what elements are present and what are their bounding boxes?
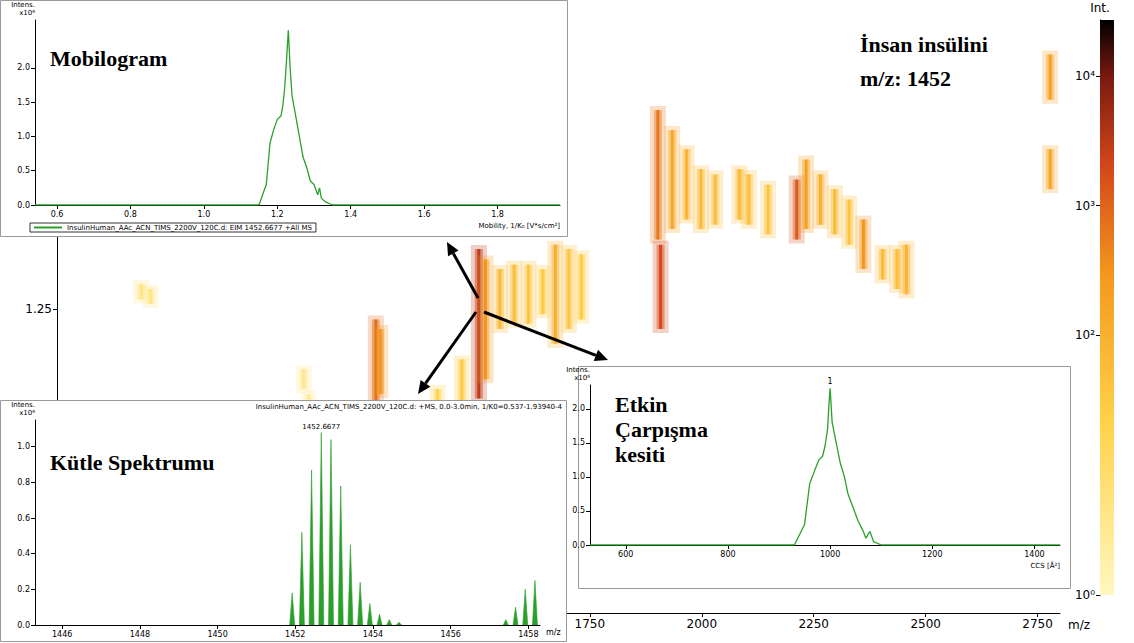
svg-text:1448: 1448 xyxy=(130,630,150,639)
svg-text:1.0: 1.0 xyxy=(198,210,211,219)
svg-text:1.25: 1.25 xyxy=(25,302,52,316)
svg-text:0.6: 0.6 xyxy=(51,210,64,219)
svg-text:InsulinHuman_AAc_ACN_TIMS_2200: InsulinHuman_AAc_ACN_TIMS_2200V_120C.d: … xyxy=(67,224,313,232)
svg-text:1400: 1400 xyxy=(1024,550,1044,559)
svg-text:1.2: 1.2 xyxy=(271,210,284,219)
svg-text:2.0: 2.0 xyxy=(572,404,585,413)
svg-text:10³: 10³ xyxy=(1075,199,1095,213)
svg-text:kesiti: kesiti xyxy=(615,442,665,467)
svg-text:m/z: m/z xyxy=(546,628,561,637)
svg-text:1.0: 1.0 xyxy=(572,472,585,481)
svg-text:0.6: 0.6 xyxy=(17,514,30,523)
svg-text:1200: 1200 xyxy=(922,550,942,559)
svg-text:0.0: 0.0 xyxy=(17,621,30,630)
svg-text:10⁰: 10⁰ xyxy=(1075,588,1095,602)
svg-text:0.8: 0.8 xyxy=(17,478,30,487)
svg-text:1456: 1456 xyxy=(440,630,460,639)
svg-text:Çarpışma: Çarpışma xyxy=(615,417,713,442)
svg-text:1750: 1750 xyxy=(575,617,606,631)
svg-text:Mobility, 1/K₀ [V*s/cm²]: Mobility, 1/K₀ [V*s/cm²] xyxy=(478,222,560,230)
svg-text:2750: 2750 xyxy=(1022,617,1053,631)
svg-text:2000: 2000 xyxy=(687,617,718,631)
svg-text:Kütle Spektrumu: Kütle Spektrumu xyxy=(50,450,214,475)
svg-text:1.0: 1.0 xyxy=(17,442,30,451)
svg-text:0.0: 0.0 xyxy=(572,541,585,550)
svg-text:2500: 2500 xyxy=(910,617,941,631)
svg-text:İnsan insülini: İnsan insülini xyxy=(860,32,988,57)
svg-text:0.8: 0.8 xyxy=(124,210,137,219)
svg-text:10²: 10² xyxy=(1075,328,1095,342)
svg-text:Intens.: Intens. xyxy=(566,366,590,374)
svg-text:1.5: 1.5 xyxy=(572,438,585,447)
svg-text:1.4: 1.4 xyxy=(344,210,357,219)
svg-text:0.5: 0.5 xyxy=(572,506,585,515)
svg-text:m/z: m/z xyxy=(1068,618,1090,632)
svg-text:800: 800 xyxy=(720,550,735,559)
svg-text:Mobilogram: Mobilogram xyxy=(50,46,167,71)
svg-text:x10⁶: x10⁶ xyxy=(574,374,590,382)
svg-text:1000: 1000 xyxy=(820,550,840,559)
svg-text:x10⁶: x10⁶ xyxy=(19,409,35,417)
svg-text:1.5: 1.5 xyxy=(17,98,30,107)
svg-text:1.8: 1.8 xyxy=(491,210,504,219)
svg-text:1452: 1452 xyxy=(285,630,305,639)
svg-text:10⁴: 10⁴ xyxy=(1075,69,1095,83)
svg-text:1454: 1454 xyxy=(363,630,383,639)
svg-text:0.0: 0.0 xyxy=(17,201,30,210)
svg-text:Intens.: Intens. xyxy=(11,1,35,9)
svg-text:Int.: Int. xyxy=(1090,1,1110,15)
svg-text:2250: 2250 xyxy=(798,617,829,631)
svg-text:1446: 1446 xyxy=(52,630,72,639)
svg-text:600: 600 xyxy=(618,550,633,559)
svg-text:InsulinHuman_AAc_ACN_TIMS_2200: InsulinHuman_AAc_ACN_TIMS_2200V_120C.d: … xyxy=(256,403,563,411)
svg-text:1.6: 1.6 xyxy=(418,210,431,219)
svg-text:1.0: 1.0 xyxy=(17,132,30,141)
svg-text:CCS [Å²]: CCS [Å²] xyxy=(1030,561,1060,570)
svg-text:2.0: 2.0 xyxy=(17,63,30,72)
svg-text:Etkin: Etkin xyxy=(615,392,673,417)
svg-text:0.5: 0.5 xyxy=(17,166,30,175)
svg-text:x10⁶: x10⁶ xyxy=(19,9,35,17)
svg-text:0.2: 0.2 xyxy=(17,585,30,594)
svg-text:1: 1 xyxy=(828,377,833,386)
svg-text:1450: 1450 xyxy=(207,630,227,639)
svg-text:1458: 1458 xyxy=(518,630,538,639)
svg-text:1452.6677: 1452.6677 xyxy=(302,423,340,431)
svg-text:m/z: 1452: m/z: 1452 xyxy=(860,66,951,91)
svg-text:0.4: 0.4 xyxy=(17,549,30,558)
svg-text:Intens.: Intens. xyxy=(11,401,35,409)
